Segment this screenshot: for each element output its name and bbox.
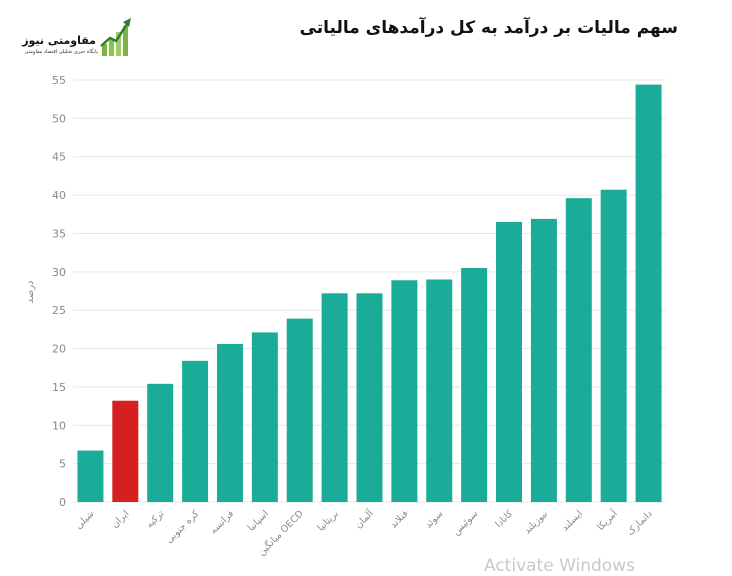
y-tick-label: 10	[52, 419, 66, 432]
y-tick-label: 35	[52, 227, 66, 240]
x-tick-label: کانادا	[493, 508, 515, 530]
x-tick-label: آمریکا	[594, 507, 620, 533]
y-tick-label: 40	[52, 189, 66, 202]
bar	[147, 383, 174, 502]
x-tick-label: سوئیس	[451, 508, 480, 537]
site-logo[interactable]: مقاومتی نیوز پایگاه خبری تحلیلی اقتصاد م…	[14, 16, 132, 62]
bar	[426, 279, 453, 502]
bar	[565, 198, 592, 502]
x-tick-label: فرانسه	[208, 508, 236, 536]
bar	[251, 332, 278, 502]
x-tick-label: اسپانیا	[246, 508, 271, 533]
y-tick-label: 0	[59, 496, 66, 509]
bar	[530, 218, 557, 503]
windows-activation-watermark: Activate Windows	[484, 556, 635, 576]
bar	[286, 318, 313, 502]
bars	[77, 84, 662, 503]
y-tick-label: 25	[52, 304, 66, 317]
bar	[182, 360, 209, 502]
y-axis-label: درصد	[25, 280, 36, 303]
logo-tagline: پایگاه خبری تحلیلی اقتصاد مقاومتی	[24, 49, 98, 55]
bar	[635, 84, 662, 502]
bar	[391, 280, 418, 502]
bar	[77, 450, 104, 502]
x-tick-label: آلمان	[352, 507, 376, 531]
y-tick-label: 20	[52, 343, 66, 356]
x-tick-label: ایسلند	[560, 508, 585, 533]
y-axis-ticks: 0 5 10 15 20 25 30 35 40 45 50 55	[52, 74, 66, 509]
x-tick-label: سوئد	[423, 508, 445, 530]
chart-title: سهم مالیات بر درآمد به کل درآمدهای مالیا…	[299, 18, 678, 38]
logo-name: مقاومتی نیوز	[22, 34, 96, 47]
x-tick-label: نیوزیلند	[522, 508, 550, 536]
x-tick-label: بریتانیا	[315, 508, 340, 533]
y-tick-label: 15	[52, 381, 66, 394]
y-tick-label: 30	[52, 266, 66, 279]
bar	[496, 221, 523, 503]
x-tick-label: دانمارک	[625, 508, 655, 538]
x-tick-label: ترکیه	[144, 508, 166, 530]
bar	[112, 400, 139, 502]
bar	[321, 293, 348, 502]
bar	[600, 189, 627, 502]
x-tick-label: کره جنوبی	[164, 508, 202, 546]
y-tick-label: 55	[52, 74, 66, 87]
bar	[356, 293, 383, 502]
y-tick-label: 45	[52, 151, 66, 164]
growth-chart-icon	[100, 18, 131, 56]
x-tick-label: ایران	[109, 508, 131, 530]
x-tick-label: شیلی	[73, 508, 96, 531]
x-tick-label: فنلاند	[388, 508, 410, 530]
y-tick-label: 5	[59, 458, 66, 471]
bar	[216, 343, 243, 502]
y-tick-label: 50	[52, 112, 66, 125]
bar	[461, 267, 488, 502]
